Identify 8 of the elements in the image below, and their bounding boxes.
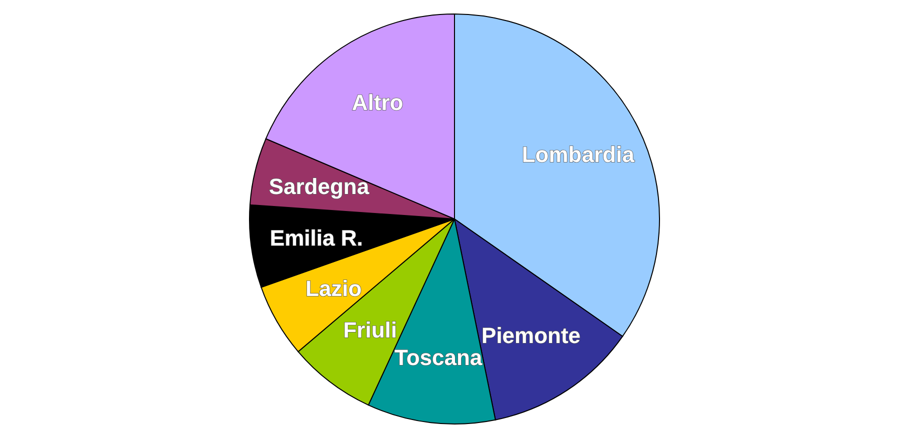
slice-label: Lombardia	[522, 142, 636, 168]
slice-label: Altro	[352, 90, 404, 116]
slice-label: Toscana	[394, 344, 483, 370]
slice-label: Sardegna	[268, 174, 370, 199]
slice-label: Friuli	[343, 317, 397, 342]
slice-label: Lazio	[306, 276, 362, 301]
slice-label: Piemonte	[482, 323, 581, 348]
slice-label: Emilia R.	[270, 225, 363, 250]
